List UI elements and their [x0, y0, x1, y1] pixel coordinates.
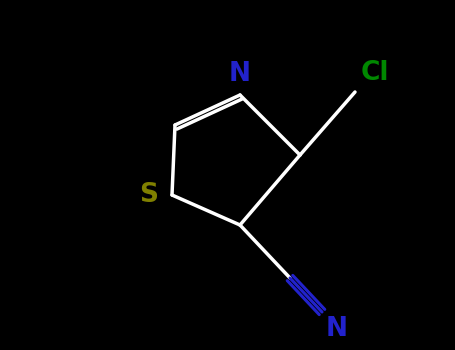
- Text: N: N: [229, 61, 251, 87]
- Text: N: N: [326, 316, 348, 342]
- Text: Cl: Cl: [361, 60, 389, 86]
- Text: S: S: [139, 182, 158, 208]
